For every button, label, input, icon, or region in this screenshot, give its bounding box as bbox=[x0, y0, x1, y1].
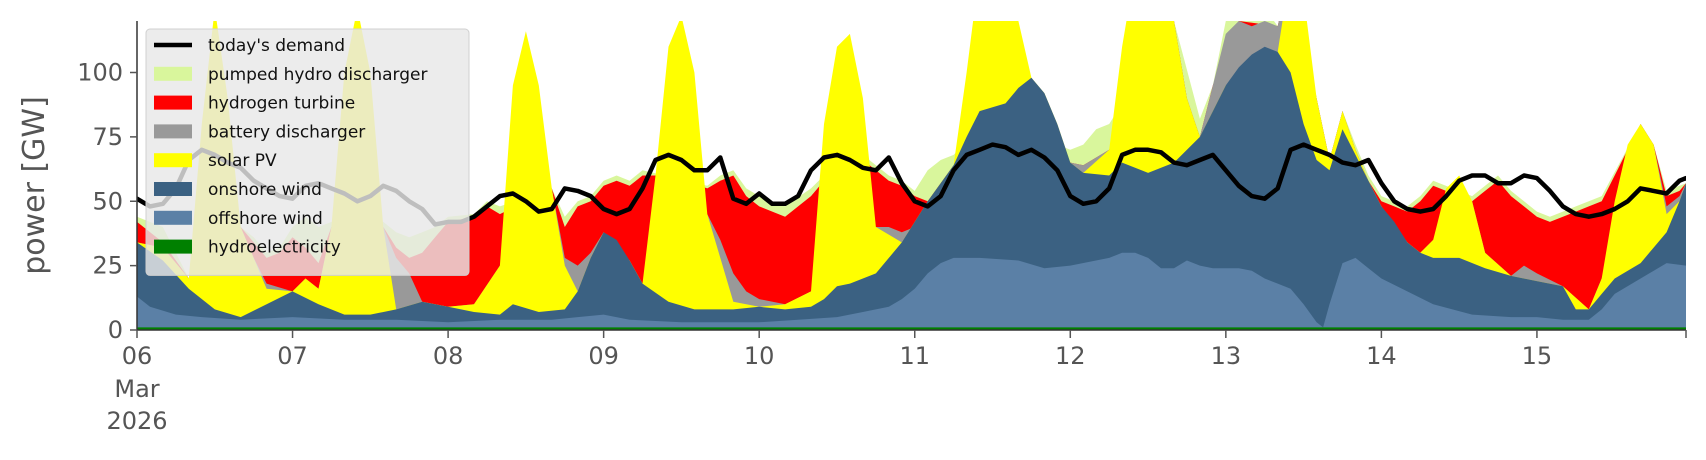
x-tick-label: 06 bbox=[122, 342, 153, 370]
legend-swatch-offshore-wind bbox=[154, 210, 192, 225]
legend-swatch-onshore-wind bbox=[154, 182, 192, 196]
legend-swatch-hydrogen-turbine bbox=[154, 95, 192, 110]
x-tick-sublabel: Mar bbox=[114, 375, 159, 403]
x-tick-label: 07 bbox=[277, 342, 308, 370]
legend-label-solar-pv: solar PV bbox=[208, 151, 277, 171]
x-tick-label: 09 bbox=[588, 342, 619, 370]
legend-swatch-battery-discharger bbox=[154, 124, 192, 139]
legend-label-pumped-hydro-discharger: pumped hydro discharger bbox=[208, 65, 427, 85]
x-tick-label: 08 bbox=[433, 342, 464, 370]
x-tick-label: 13 bbox=[1211, 342, 1242, 370]
legend-label-hydroelectricity: hydroelectricity bbox=[208, 238, 341, 258]
y-tick-label: 100 bbox=[77, 59, 123, 87]
y-tick-label: 50 bbox=[92, 187, 123, 215]
x-tick-label: 15 bbox=[1522, 342, 1553, 370]
area-offshore-wind bbox=[137, 252, 1686, 330]
legend-label-onshore-wind: onshore wind bbox=[208, 180, 322, 200]
legend-box bbox=[145, 28, 470, 276]
x-tick-label: 11 bbox=[899, 342, 930, 370]
x-tick-label: 14 bbox=[1366, 342, 1397, 370]
x-tick-sublabel: 2026 bbox=[106, 407, 167, 435]
legend-label-offshore-wind: offshore wind bbox=[208, 209, 323, 229]
legend-swatch-hydroelectricity bbox=[154, 239, 192, 254]
x-tick-label: 10 bbox=[744, 342, 775, 370]
axes: 0 25 50 75 100 06 Mar 2026 07 08 09 10 11 12 13 14 15 pow… bbox=[17, 21, 1687, 435]
legend-label-today-s-demand: today's demand bbox=[208, 36, 345, 56]
y-tick-label: 75 bbox=[92, 123, 123, 151]
legend-label-hydrogen-turbine: hydrogen turbine bbox=[208, 94, 355, 114]
legend-swatch-solar-pv bbox=[154, 153, 192, 168]
legend-swatch-pumped-hydro-discharger bbox=[154, 66, 192, 81]
y-tick-label: 0 bbox=[108, 316, 123, 344]
legend: today's demand pumped hydro discharger hyd… bbox=[145, 28, 470, 276]
area-onshore-wind bbox=[137, 46, 1686, 330]
stacked-areas bbox=[137, 21, 1686, 330]
y-axis-title: power [GW] bbox=[17, 96, 52, 275]
x-tick-label: 12 bbox=[1055, 342, 1086, 370]
legend-label-battery-discharger: battery discharger bbox=[208, 122, 365, 142]
y-tick-label: 25 bbox=[92, 252, 123, 280]
